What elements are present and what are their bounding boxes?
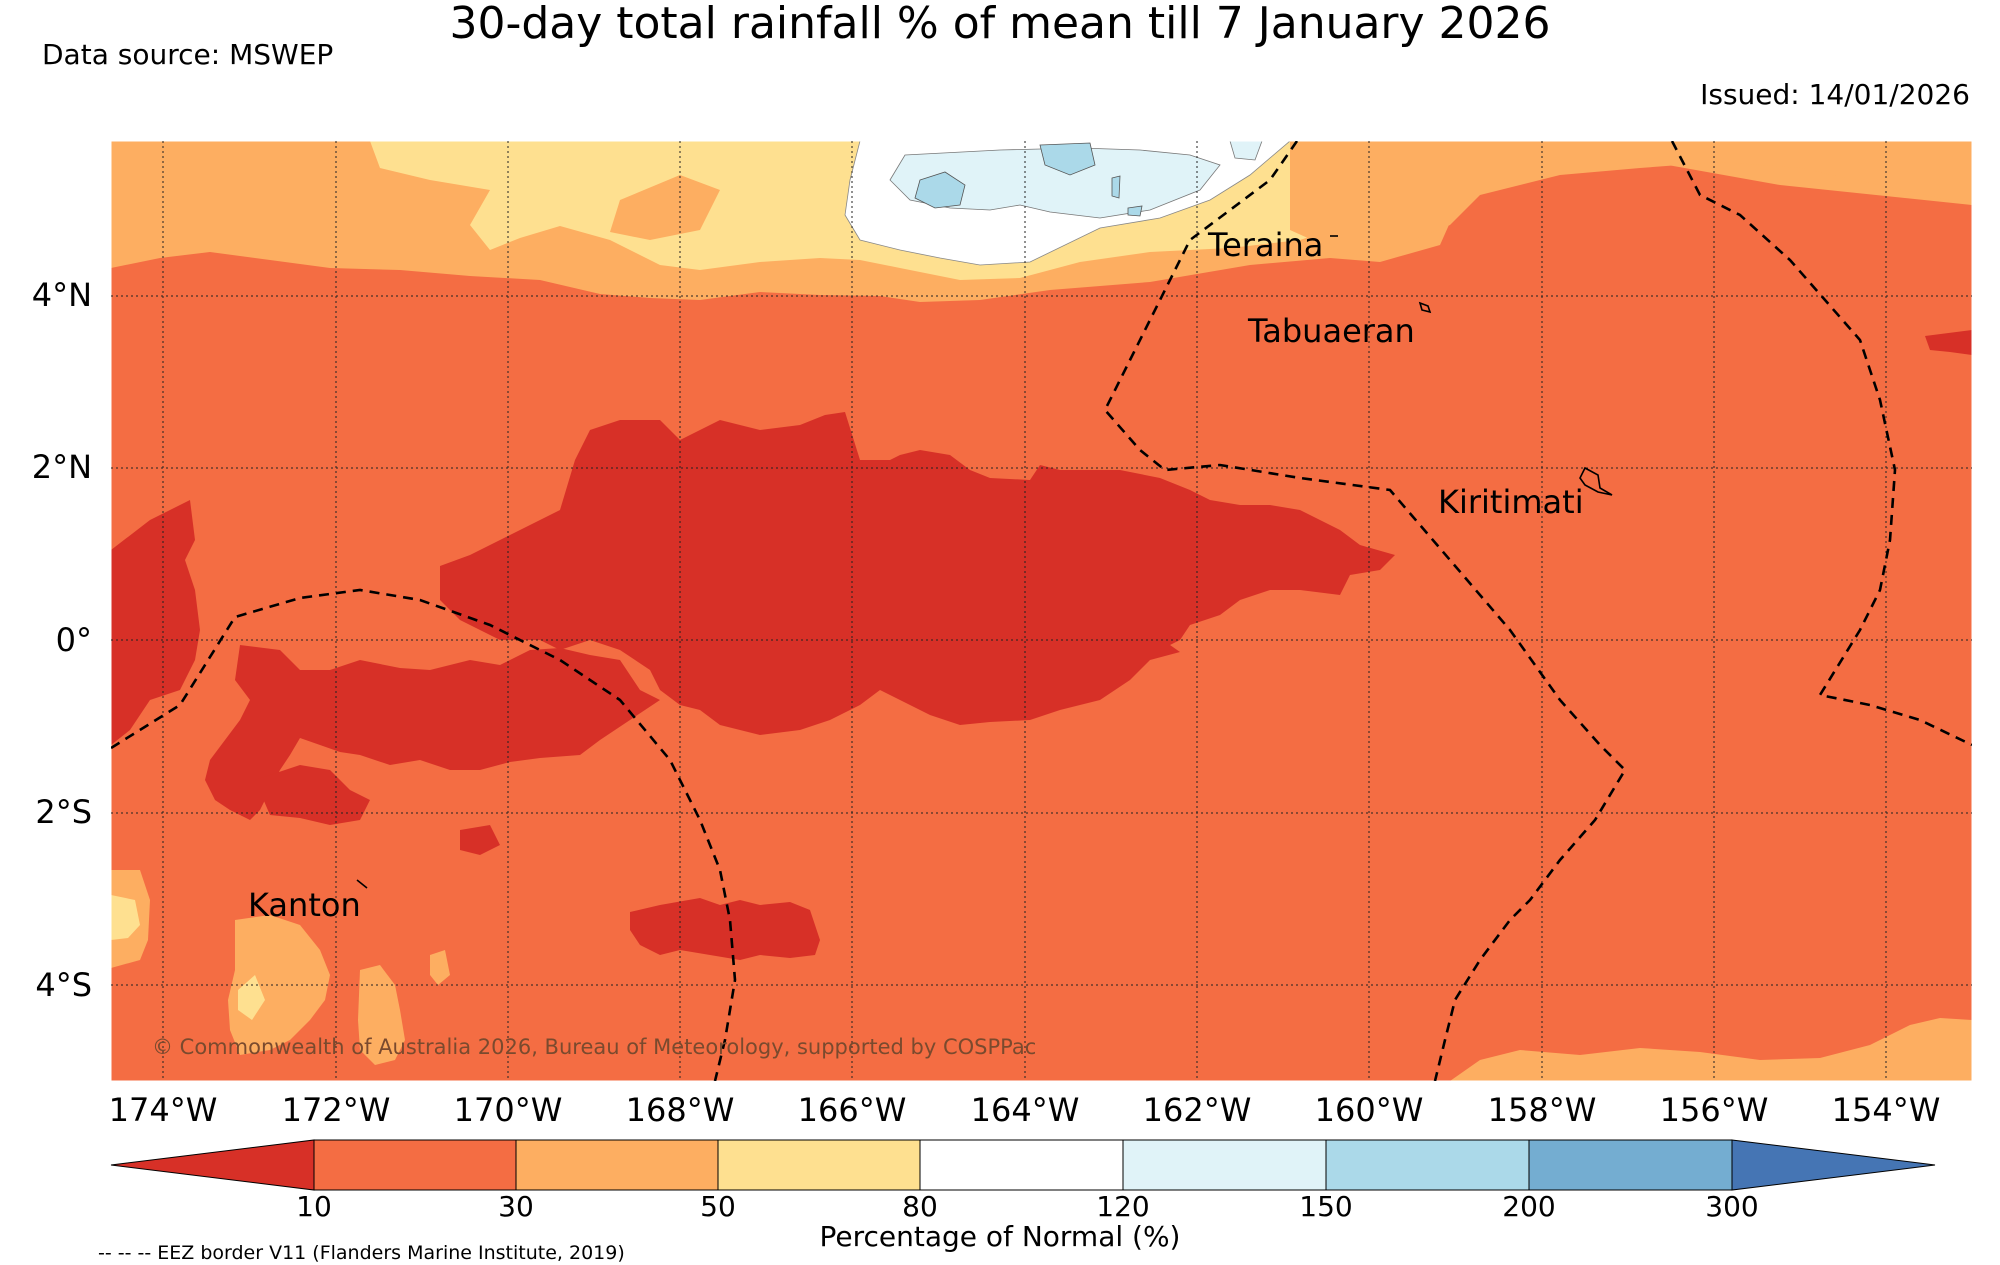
rainfall-zone-30-50-kanton <box>228 915 330 1055</box>
rainfall-zone-30-50-east <box>1290 141 1972 255</box>
rainfall-zone-below-10-southwest-2 <box>255 765 370 825</box>
lon-label-160w: 160°W <box>1314 1091 1424 1129</box>
eez-border-line-islands-east <box>1670 141 1972 747</box>
tabuaeran-island-icon <box>1418 301 1432 314</box>
place-label-teraina: Teraina <box>1208 226 1324 264</box>
lon-label-158w: 158°W <box>1487 1091 1597 1129</box>
rainfall-zone-below-10-core <box>440 412 1395 735</box>
lat-label-2n: 2°N <box>31 448 92 486</box>
rainfall-zone-below-10-southwest <box>205 645 660 820</box>
lon-label-164w: 164°W <box>970 1091 1080 1129</box>
colorbar <box>110 1139 1936 1191</box>
eez-border-legend: -- -- -- EEZ border V11 (Flanders Marine… <box>98 1242 625 1264</box>
colorbar-tick-10: 10 <box>296 1190 332 1223</box>
islands <box>356 235 1613 889</box>
issued-date: Issued: 14/01/2026 <box>1700 78 1970 111</box>
lon-label-170w: 170°W <box>453 1091 563 1129</box>
copyright-notice: © Commonwealth of Australia 2026, Bureau… <box>152 1035 1037 1059</box>
data-source: Data source: MSWEP <box>42 38 334 71</box>
place-label-kiritimati: Kiritimati <box>1438 483 1584 521</box>
colorbar-segment-below-10 <box>110 1139 315 1191</box>
rainfall-zone-50-80-southwest <box>111 895 140 940</box>
colorbar-segment-80-120 <box>919 1139 1124 1191</box>
eez-borders <box>111 141 1972 1081</box>
rainfall-zone-150-200-d <box>1127 205 1143 217</box>
lat-label-4n: 4°N <box>31 276 92 314</box>
rainfall-zone-30-50-north-inner <box>610 175 720 240</box>
lat-label-4s: 4°S <box>35 966 92 1004</box>
colorbar-tick-200: 200 <box>1502 1190 1556 1223</box>
colorbar-tick-120: 120 <box>1096 1190 1150 1223</box>
rainfall-zone-120-150-small <box>1229 141 1263 161</box>
lon-label-172w: 172°W <box>281 1091 391 1129</box>
rainfall-zone-30-50-south-3 <box>430 950 450 985</box>
kiritimati-island-icon <box>1579 466 1613 496</box>
kanton-island-icon <box>356 879 368 889</box>
rainfall-zone-below-10-south <box>630 898 820 960</box>
lon-label-154w: 154°W <box>1831 1091 1941 1129</box>
colorbar-segment-200-300 <box>1528 1139 1733 1191</box>
rainfall-zone-30-50-southeast <box>1450 1018 1972 1081</box>
rainfall-zone-30-50-south-2 <box>358 965 405 1065</box>
colorbar-segment-120-150 <box>1122 1139 1327 1191</box>
lon-label-162w: 162°W <box>1142 1091 1252 1129</box>
lon-label-156w: 156°W <box>1659 1091 1769 1129</box>
lon-label-174w: 174°W <box>108 1091 218 1129</box>
colorbar-segment-30-50 <box>515 1139 719 1191</box>
rainfall-zone-below-10-south-small <box>460 825 500 855</box>
colorbar-segment-50-80 <box>717 1139 921 1191</box>
colorbar-tick-30: 30 <box>498 1190 534 1223</box>
colorbar-tick-50: 50 <box>700 1190 736 1223</box>
lon-label-168w: 168°W <box>625 1091 735 1129</box>
rainfall-zone-150-200-c <box>1111 175 1121 199</box>
colorbar-tick-150: 150 <box>1299 1190 1353 1223</box>
rainfall-zone-150-200-a <box>914 171 966 209</box>
rainfall-zone-150-200-b <box>1039 142 1096 176</box>
map-title: 30-day total rainfall % of mean till 7 J… <box>449 0 1551 49</box>
colorbar-tick-80: 80 <box>902 1190 938 1223</box>
colorbar-title: Percentage of Normal (%) <box>819 1220 1181 1253</box>
rainfall-zone-below-10-east <box>1925 330 1972 355</box>
place-label-kanton: Kanton <box>248 886 361 924</box>
rainfall-zone-50-80-kanton <box>238 975 265 1020</box>
colorbar-tick-300: 300 <box>1705 1190 1759 1223</box>
lon-label-166w: 166°W <box>797 1091 907 1129</box>
place-label-tabuaeran: Tabuaeran <box>1248 312 1415 350</box>
eez-border-phoenix <box>111 588 737 1081</box>
rainfall-zone-below-10-west <box>111 500 200 745</box>
colorbar-segment-above-300 <box>1731 1139 1936 1191</box>
graticule <box>111 141 1972 1081</box>
lat-label-equator: 0° <box>55 621 92 659</box>
lat-label-2s: 2°S <box>35 793 92 831</box>
map-frame <box>110 140 1973 1082</box>
colorbar-segment-150-200 <box>1325 1139 1530 1191</box>
colorbar-segment-10-30 <box>313 1139 517 1191</box>
